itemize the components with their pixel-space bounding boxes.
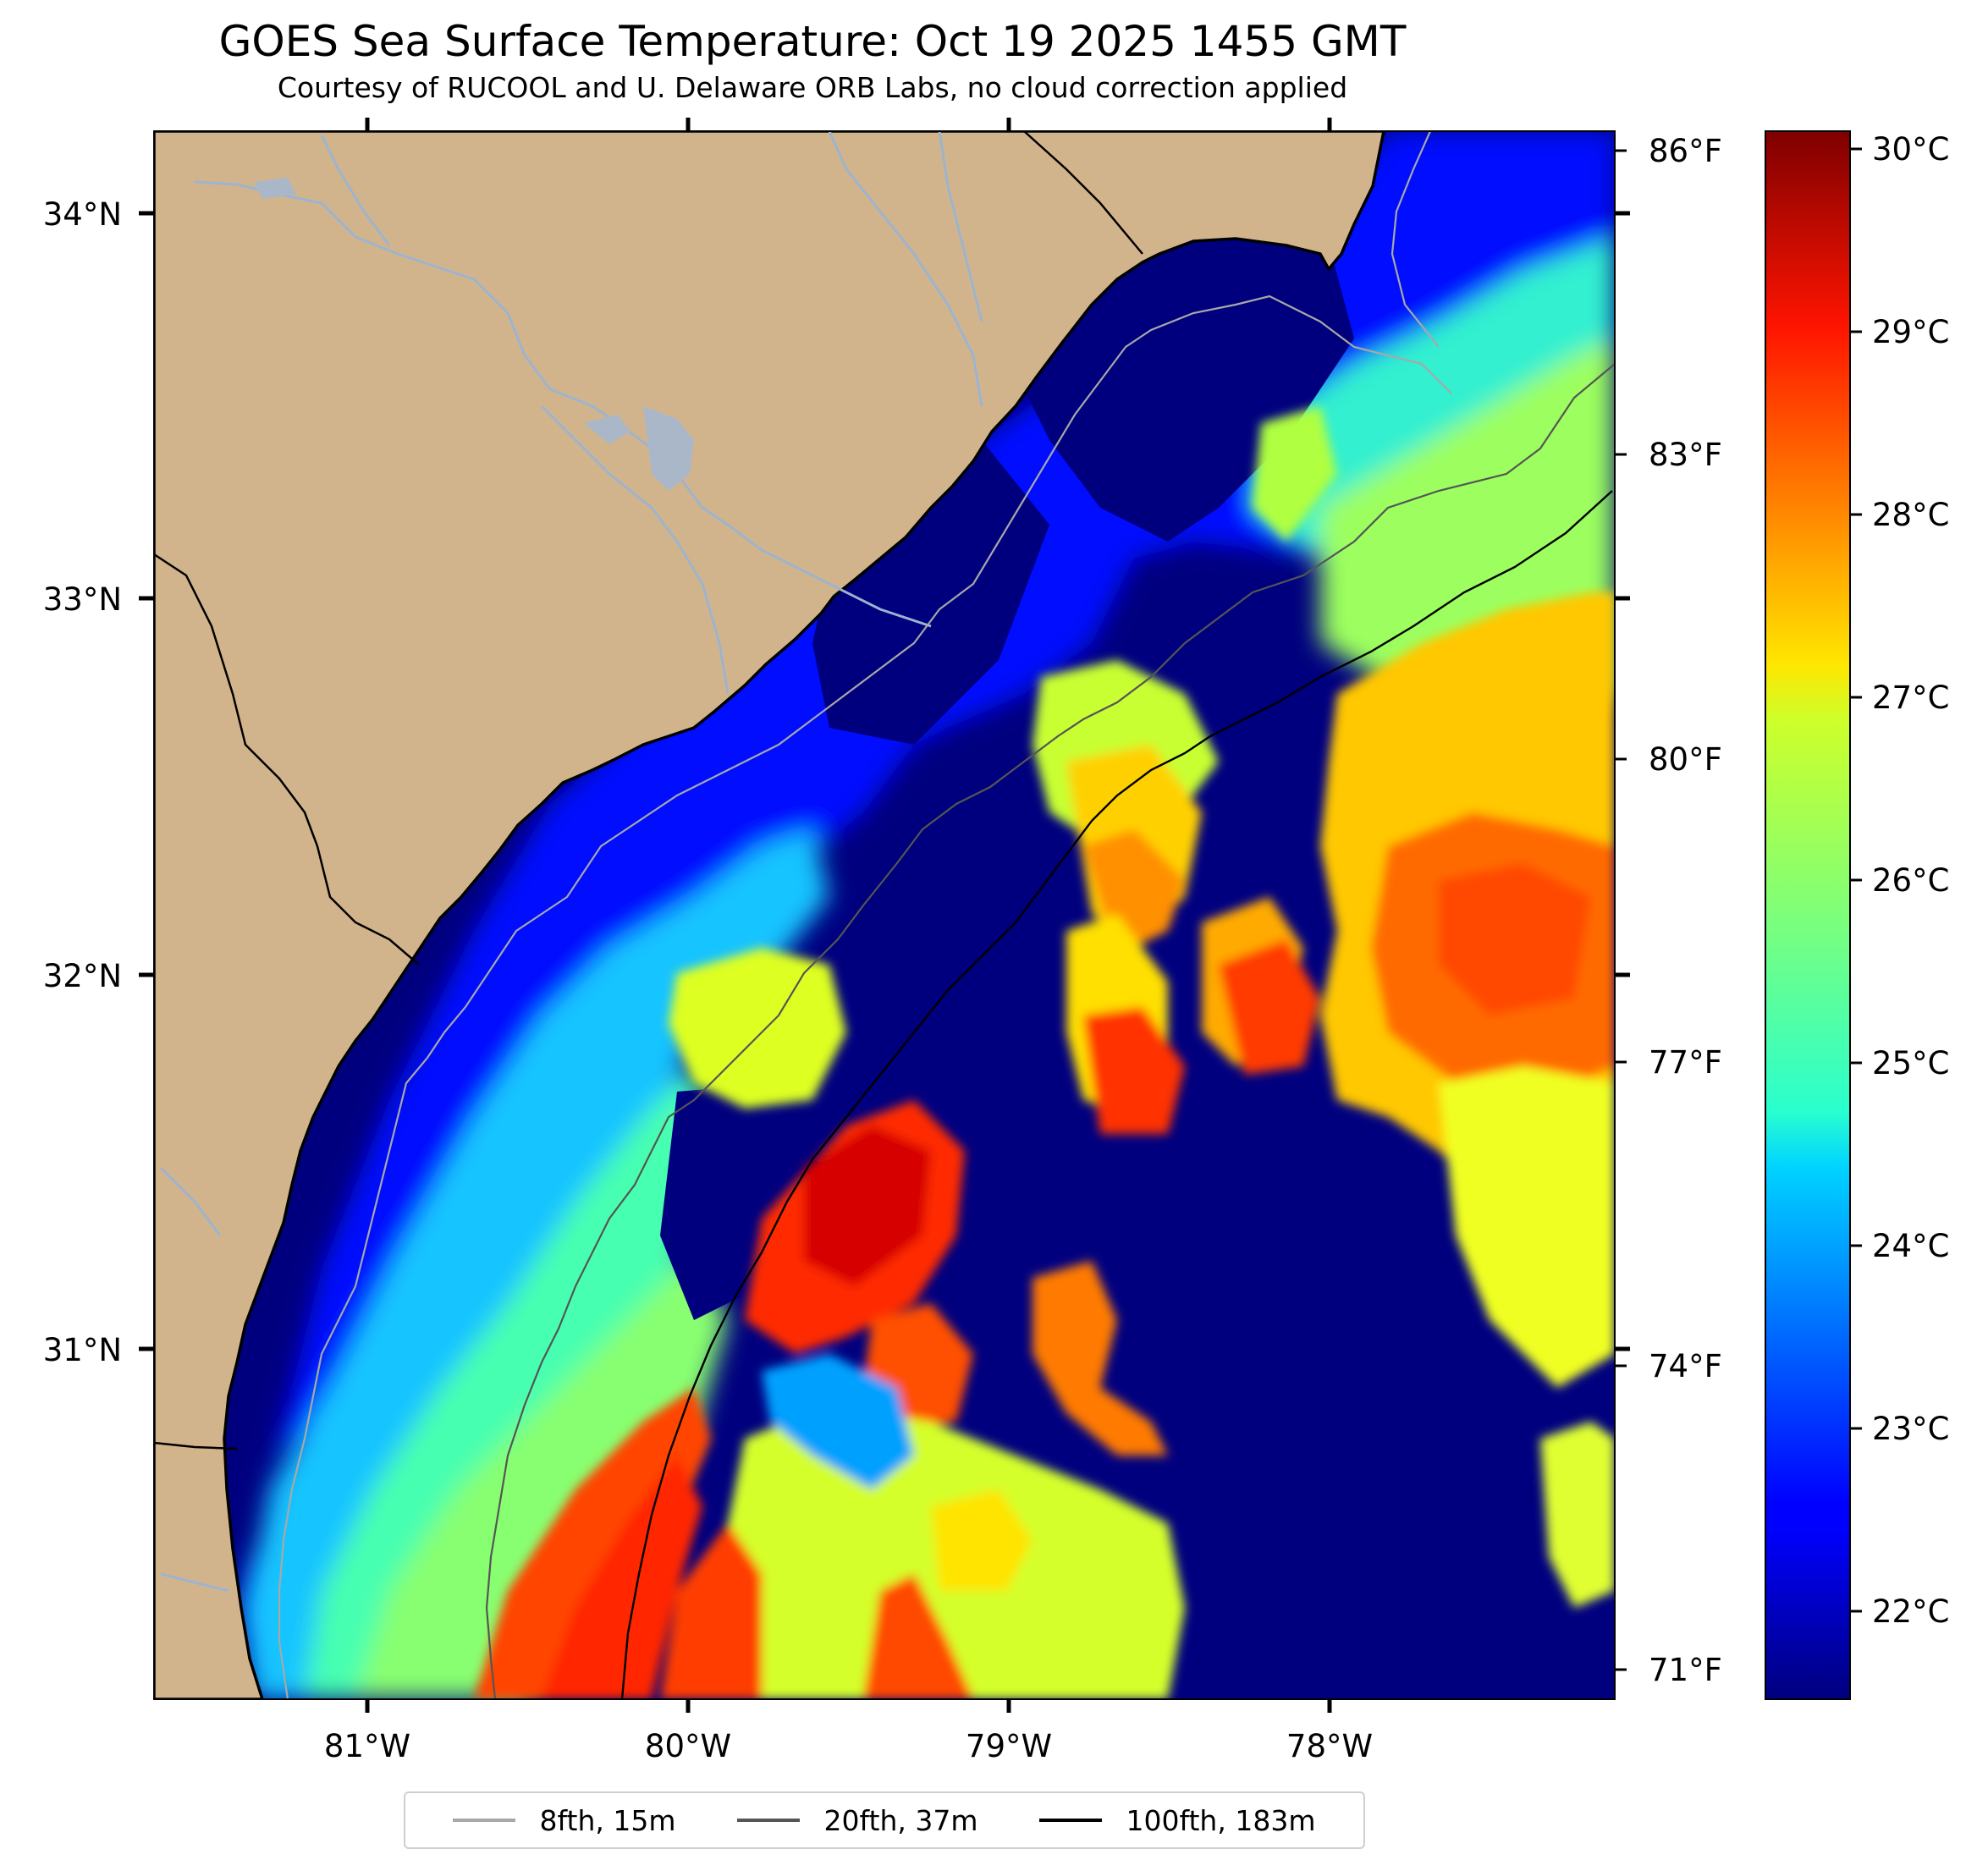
legend-swatch-20fth	[737, 1819, 800, 1822]
lon-label-79: 79°W	[966, 1728, 1052, 1764]
plot-area	[154, 131, 1615, 1699]
legend-label-20fth: 20fth, 37m	[823, 1804, 977, 1837]
f-label-83: 83°F	[1649, 437, 1722, 473]
legend-item-20fth: 20fth, 37m	[737, 1804, 977, 1837]
c-label-25: 25°C	[1872, 1045, 1949, 1081]
legend-label-8fth: 8fth, 15m	[539, 1804, 675, 1837]
c-label-30: 30°C	[1872, 131, 1949, 168]
lon-label-78: 78°W	[1286, 1728, 1373, 1764]
lon-label-81: 81°W	[324, 1728, 410, 1764]
lat-label-33: 33°N	[43, 581, 122, 618]
legend-swatch-8fth	[453, 1819, 515, 1822]
legend-item-100fth: 100fth, 183m	[1039, 1804, 1315, 1837]
legend-label-100fth: 100fth, 183m	[1126, 1804, 1315, 1837]
lat-label-32: 32°N	[43, 958, 122, 994]
colorbar-ticks	[1850, 149, 1862, 1611]
c-label-29: 29°C	[1872, 314, 1949, 350]
f-label-80: 80°F	[1649, 741, 1722, 778]
c-label-27: 27°C	[1872, 680, 1949, 716]
c-label-23: 23°C	[1872, 1411, 1949, 1447]
lat-label-34: 34°N	[43, 196, 122, 233]
c-label-24: 24°C	[1872, 1228, 1949, 1264]
c-label-22: 22°C	[1872, 1593, 1949, 1630]
lat-label-31: 31°N	[43, 1332, 122, 1368]
c-label-28: 28°C	[1872, 497, 1949, 533]
legend-swatch-100fth	[1039, 1819, 1102, 1822]
lon-label-80: 80°W	[645, 1728, 731, 1764]
c-label-26: 26°C	[1872, 862, 1949, 899]
f-label-86: 86°F	[1649, 133, 1722, 169]
legend: 8fth, 15m 20fth, 37m 100fth, 183m	[404, 1791, 1365, 1849]
colorbar	[1765, 131, 1850, 1699]
legend-item-8fth: 8fth, 15m	[453, 1804, 675, 1837]
f-label-77: 77°F	[1649, 1044, 1722, 1081]
f-label-71: 71°F	[1649, 1652, 1722, 1688]
f-label-74: 74°F	[1649, 1348, 1722, 1384]
